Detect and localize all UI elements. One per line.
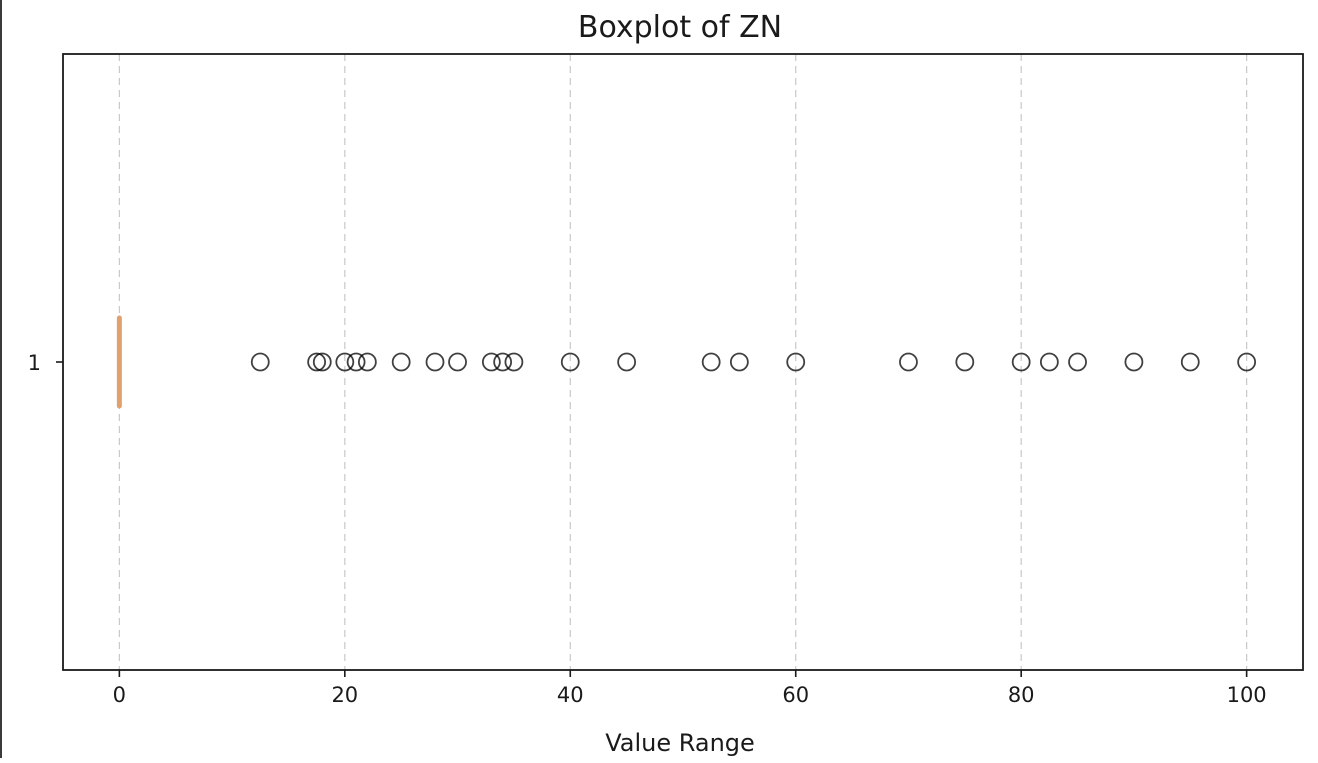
- x-tick-label: 100: [1227, 683, 1267, 707]
- flier-point: [493, 352, 513, 372]
- flier-point: [955, 352, 975, 372]
- flier-point: [1124, 352, 1144, 372]
- box-element: [116, 315, 122, 409]
- flier-point: [448, 352, 467, 372]
- x-tick-label: 80: [1008, 683, 1035, 707]
- flier-point: [335, 352, 355, 372]
- flier-point: [312, 352, 332, 372]
- flier-point: [250, 352, 270, 372]
- x-axis-label: Value Range: [605, 729, 755, 757]
- flier-point: [729, 352, 749, 372]
- x-tick-label: 60: [782, 683, 809, 707]
- x-gridlines: [118, 54, 1248, 670]
- x-axis-ticks: 0 20 40 60 80 100: [113, 670, 1267, 707]
- y-axis-ticks: 1: [28, 351, 63, 375]
- flier-point: [786, 352, 806, 372]
- flier-point: [357, 352, 377, 372]
- flier-point: [1180, 352, 1200, 372]
- flier-point: [899, 352, 918, 372]
- flier-point: [481, 352, 501, 372]
- flier-point: [1237, 352, 1257, 372]
- flier-point: [425, 352, 445, 372]
- flier-point: [1011, 352, 1031, 372]
- x-tick-label: 0: [113, 683, 126, 707]
- x-tick-label: 20: [331, 683, 358, 707]
- flier-point: [391, 352, 411, 372]
- plot-area-border: [62, 53, 1304, 671]
- flier-point: [617, 352, 637, 372]
- flier-point: [1068, 352, 1087, 372]
- chart-title: Boxplot of ZN: [578, 10, 782, 45]
- flier-point: [701, 352, 721, 372]
- flier-point: [504, 352, 524, 372]
- flier-point: [346, 352, 366, 372]
- y-tick-label: 1: [28, 351, 41, 375]
- flier-point: [307, 352, 327, 372]
- flier-point: [560, 352, 580, 372]
- flier-point: [1039, 352, 1059, 372]
- x-tick-label: 40: [557, 683, 584, 707]
- flier-points: [250, 352, 1257, 372]
